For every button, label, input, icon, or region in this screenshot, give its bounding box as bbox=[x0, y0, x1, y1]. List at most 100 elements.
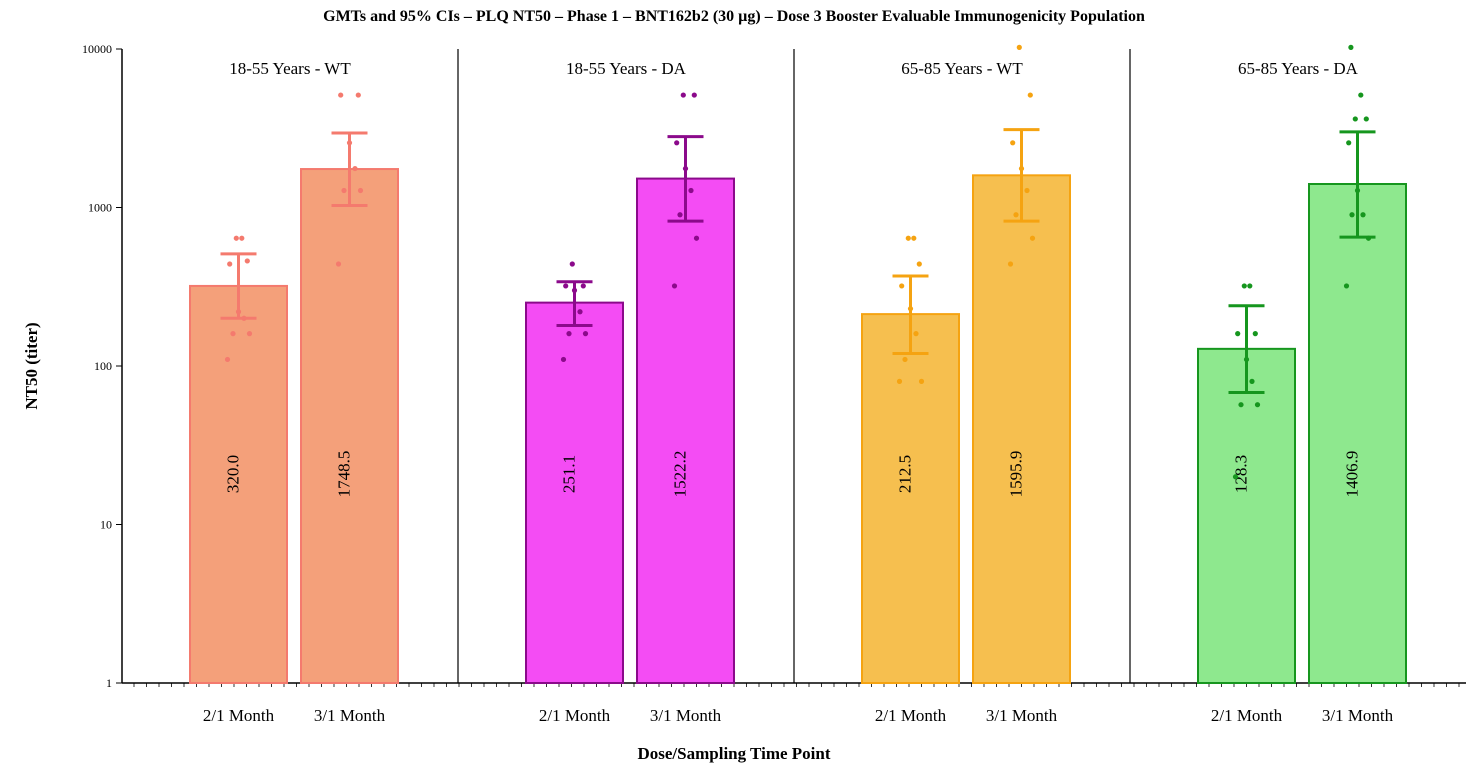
bar-value-label: 1406.9 bbox=[1343, 451, 1362, 498]
data-point bbox=[241, 315, 247, 321]
bar-value-label: 128.3 bbox=[1232, 455, 1251, 493]
bar bbox=[636, 177, 735, 684]
data-point bbox=[693, 235, 700, 241]
panel-3: 65-85 Years - WT 212.5 2/1 Month 1595.9 3/1 … bbox=[793, 44, 1071, 725]
data-point bbox=[338, 92, 344, 98]
data-point bbox=[1252, 331, 1258, 337]
y-tick-label: 10000 bbox=[82, 42, 112, 56]
data-point bbox=[1024, 187, 1030, 194]
data-point bbox=[239, 235, 245, 241]
data-point bbox=[691, 92, 697, 98]
data-point bbox=[1354, 187, 1361, 194]
data-point bbox=[918, 378, 925, 384]
data-point bbox=[1249, 378, 1255, 384]
data-point bbox=[1365, 235, 1372, 241]
x-axis-title: Dose/Sampling Time Point bbox=[637, 744, 831, 763]
data-point bbox=[235, 309, 242, 315]
data-point bbox=[563, 283, 569, 289]
bar-value-label: 1595.9 bbox=[1007, 451, 1026, 498]
data-point bbox=[571, 287, 578, 293]
data-point bbox=[911, 235, 917, 241]
data-point bbox=[227, 261, 233, 267]
data-point bbox=[905, 235, 911, 241]
data-point bbox=[677, 212, 683, 218]
data-point bbox=[916, 261, 922, 267]
bar bbox=[972, 174, 1071, 684]
panel-header: 65-85 Years - WT bbox=[901, 59, 1023, 78]
data-point bbox=[902, 356, 908, 363]
panel-header: 18-55 Years - WT bbox=[229, 59, 351, 78]
data-point bbox=[566, 331, 572, 337]
data-point bbox=[1238, 402, 1244, 408]
data-point bbox=[688, 187, 694, 194]
data-point bbox=[357, 187, 364, 194]
data-point bbox=[1343, 283, 1350, 289]
bar bbox=[525, 301, 624, 684]
bar bbox=[300, 168, 399, 685]
x-tick-label: 2/1 Month bbox=[539, 706, 611, 725]
data-point bbox=[1013, 212, 1019, 218]
panel-1: 18-55 Years - WT 320.0 2/1 Month 1748.5 3/1 … bbox=[189, 59, 399, 725]
data-point bbox=[352, 165, 358, 172]
y-tick-label: 10 bbox=[100, 518, 112, 532]
bar bbox=[1197, 347, 1296, 684]
data-point bbox=[896, 378, 903, 384]
data-point bbox=[224, 356, 231, 363]
data-point bbox=[1016, 44, 1022, 50]
x-tick-label: 3/1 Month bbox=[650, 706, 722, 725]
panel-header: 18-55 Years - DA bbox=[566, 59, 687, 78]
data-point bbox=[1010, 140, 1016, 146]
data-point bbox=[1349, 212, 1355, 218]
data-point bbox=[680, 92, 686, 98]
data-point bbox=[580, 283, 586, 289]
data-point bbox=[1241, 283, 1247, 289]
bar-value-label: 1748.5 bbox=[335, 451, 354, 498]
data-point bbox=[1358, 92, 1364, 98]
data-point bbox=[907, 306, 914, 312]
bar-value-label: 251.1 bbox=[560, 455, 579, 493]
x-tick-label: 3/1 Month bbox=[314, 706, 386, 725]
data-point bbox=[244, 258, 250, 264]
bar bbox=[1308, 183, 1407, 684]
data-point bbox=[341, 187, 347, 194]
data-point bbox=[1360, 212, 1366, 218]
x-tick-label: 3/1 Month bbox=[986, 706, 1058, 725]
x-tick-label: 2/1 Month bbox=[1211, 706, 1283, 725]
data-point bbox=[913, 331, 919, 337]
x-tick-label: 2/1 Month bbox=[203, 706, 275, 725]
data-point bbox=[1346, 140, 1352, 146]
bar bbox=[189, 284, 288, 684]
x-tick-label: 3/1 Month bbox=[1322, 706, 1394, 725]
data-point bbox=[569, 261, 575, 267]
data-point bbox=[560, 356, 567, 363]
data-point bbox=[671, 283, 678, 289]
y-tick-label: 1000 bbox=[88, 201, 112, 215]
data-point bbox=[899, 283, 905, 289]
data-point bbox=[1007, 261, 1014, 267]
data-point bbox=[1018, 165, 1025, 172]
data-point bbox=[233, 235, 239, 241]
data-point bbox=[1243, 356, 1250, 363]
data-point bbox=[246, 331, 253, 337]
data-point bbox=[355, 92, 361, 98]
data-point bbox=[582, 331, 589, 337]
data-point bbox=[1029, 235, 1036, 241]
y-tick-label: 1 bbox=[106, 676, 112, 690]
bar-value-label: 1522.2 bbox=[671, 451, 690, 498]
data-point bbox=[577, 309, 583, 315]
data-point bbox=[1235, 331, 1241, 337]
panel-header: 65-85 Years - DA bbox=[1238, 59, 1359, 78]
data-point bbox=[1352, 116, 1358, 122]
data-point bbox=[1254, 402, 1261, 408]
bar-value-label: 212.5 bbox=[896, 455, 915, 493]
data-point bbox=[1363, 116, 1369, 122]
data-point bbox=[346, 140, 353, 146]
data-point bbox=[335, 261, 342, 267]
y-tick-label: 100 bbox=[94, 359, 112, 373]
bar-value-label: 320.0 bbox=[224, 455, 243, 493]
panels-layer: 18-55 Years - WT 320.0 2/1 Month 1748.5 3/1 … bbox=[189, 44, 1407, 725]
data-point bbox=[1247, 283, 1253, 289]
data-point bbox=[230, 331, 236, 337]
bar bbox=[861, 313, 960, 684]
